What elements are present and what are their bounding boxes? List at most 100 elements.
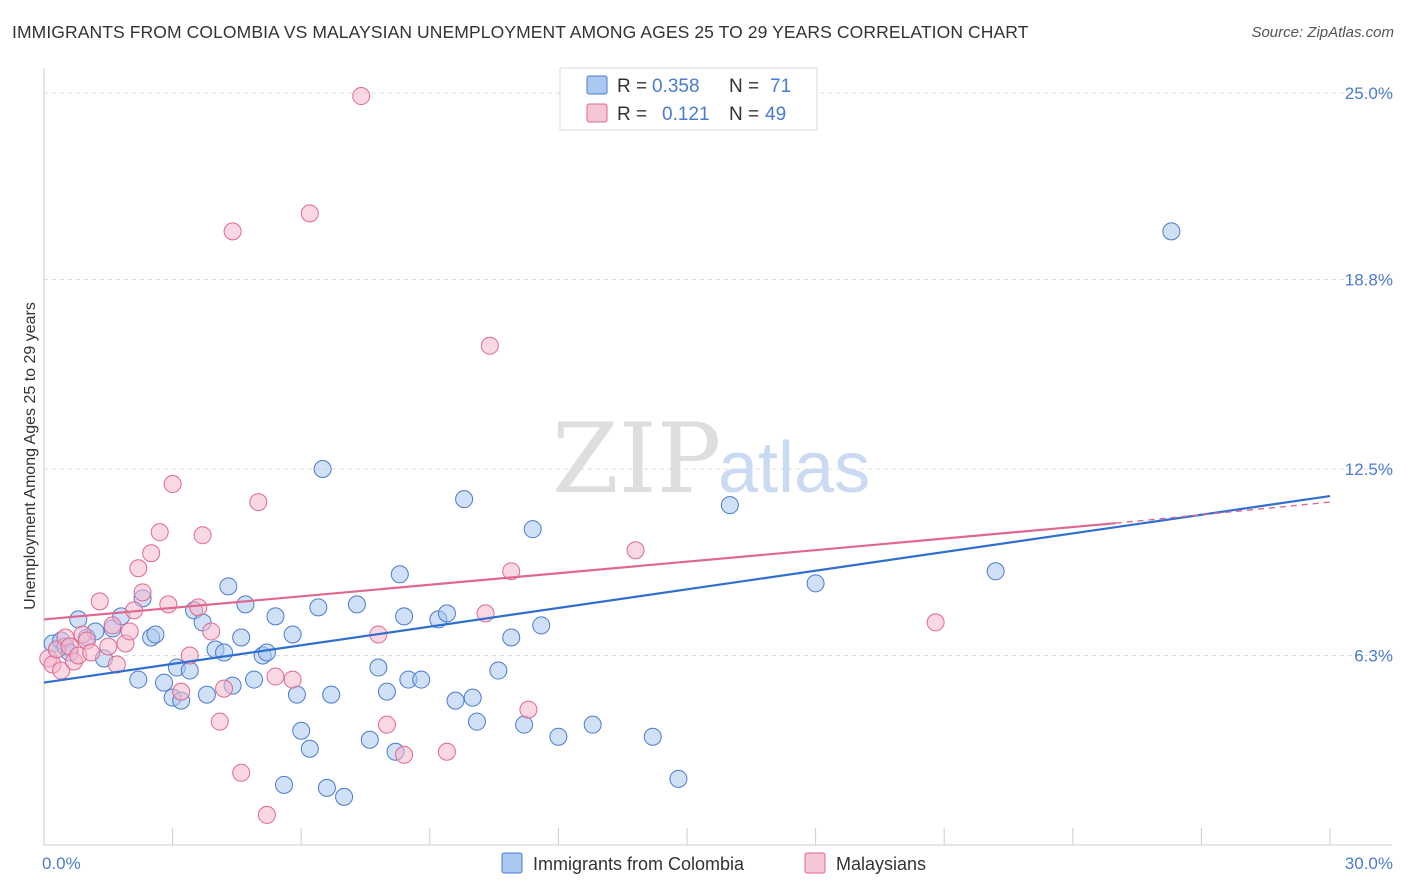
legend-r-label-1: R = — [617, 76, 647, 97]
colombia-point — [489, 661, 508, 680]
malaysians-point — [172, 682, 191, 701]
colombia-point — [236, 595, 255, 614]
colombia-point — [377, 682, 396, 701]
colombia-point — [292, 721, 311, 740]
colombia-point — [549, 727, 568, 746]
malaysians-point — [210, 712, 229, 731]
y-tick-label: 18.8% — [1345, 271, 1393, 290]
y-tick-label: 12.5% — [1345, 460, 1393, 479]
malaysians-point — [202, 622, 221, 641]
colombia-point — [180, 661, 199, 680]
legend-r-label-2: R = — [617, 104, 647, 125]
malaysians-point — [82, 643, 101, 662]
colombia-point — [467, 712, 486, 731]
colombia-point — [1162, 222, 1181, 241]
malaysians-point — [352, 87, 371, 106]
colombia-point — [437, 604, 456, 623]
colombia-point — [309, 598, 328, 617]
colombia-point — [502, 628, 521, 647]
colombia-point — [583, 715, 602, 734]
malaysians-point — [215, 679, 234, 698]
colombia-point — [455, 490, 474, 509]
watermark: ZIP atlas — [552, 403, 870, 515]
colombia-point — [360, 730, 379, 749]
colombia-point — [395, 607, 414, 626]
colombia-point — [300, 739, 319, 758]
malaysians-point — [142, 544, 161, 563]
malaysians-point — [266, 667, 285, 686]
malaysians-point — [926, 613, 945, 632]
bottom-legend-label-colombia: Immigrants from Colombia — [533, 854, 745, 874]
malaysians-point — [99, 637, 118, 656]
colombia-point — [245, 670, 264, 689]
colombia-point — [283, 625, 302, 644]
legend-r-value-2: 0.121 — [662, 104, 710, 125]
colombia-point — [532, 616, 551, 635]
trend-line-colombia — [43, 495, 1331, 684]
malaysians-point — [120, 622, 139, 641]
y-axis-title: Unemployment Among Ages 25 to 29 years — [22, 302, 39, 610]
colombia-point — [266, 607, 285, 626]
malaysians-point — [519, 700, 538, 719]
malaysians-point — [193, 526, 212, 545]
malaysians-point — [377, 715, 396, 734]
colombia-point — [986, 562, 1005, 581]
malaysians-point — [502, 562, 521, 581]
colombia-point — [446, 691, 465, 710]
legend-box: R = 0.358 N = 71 R = 0.121 N = 49 — [559, 67, 818, 131]
colombia-point — [720, 496, 739, 515]
colombia-point — [523, 520, 542, 539]
colombia-point — [69, 610, 88, 629]
malaysians-point — [249, 493, 268, 512]
x-tick-label-min: 0.0% — [42, 854, 81, 873]
legend-swatch-pink — [586, 103, 608, 123]
colombia-point — [219, 577, 238, 596]
malaysians-point — [103, 616, 122, 635]
bottom-legend: Immigrants from Colombia Malaysians — [501, 852, 926, 874]
malaysians-point — [283, 670, 302, 689]
trend-line-malaysians-extrapolated — [1115, 501, 1331, 524]
legend-n-value-1: 71 — [770, 76, 791, 97]
legend-n-value-2: 49 — [765, 104, 786, 125]
legend-n-label-1: N = — [729, 76, 759, 97]
malaysians-point — [189, 598, 208, 617]
colombia-point — [806, 574, 825, 593]
colombia-point — [313, 460, 332, 479]
axes — [43, 68, 1392, 846]
x-tick-label-max: 30.0% — [1345, 854, 1393, 873]
colombia-point — [515, 715, 534, 734]
colombia-point — [197, 685, 216, 704]
colombia-point — [275, 775, 294, 794]
malaysians-point — [90, 592, 109, 611]
watermark-atlas: atlas — [718, 428, 870, 508]
malaysians-point — [480, 336, 499, 355]
malaysians-point — [163, 475, 182, 494]
x-ticks — [43, 828, 1331, 845]
colombia-point — [412, 670, 431, 689]
series-malaysians-points — [39, 87, 945, 824]
colombia-point — [463, 688, 482, 707]
trend-lines — [43, 495, 1331, 684]
colombia-point — [215, 643, 234, 662]
y-tick-labels: 6.3% 12.5% 18.8% 25.0% — [1345, 84, 1393, 665]
malaysians-point — [223, 222, 242, 241]
colombia-point — [322, 685, 341, 704]
malaysians-point — [395, 745, 414, 764]
colombia-point — [129, 670, 148, 689]
y-tick-label: 6.3% — [1354, 647, 1393, 666]
colombia-point — [232, 628, 251, 647]
malaysians-point — [626, 541, 645, 560]
bottom-legend-swatch-blue — [501, 852, 523, 874]
malaysians-point — [300, 204, 319, 223]
colombia-point — [155, 673, 174, 692]
malaysians-point — [129, 559, 148, 578]
bottom-legend-label-malaysians: Malaysians — [836, 854, 926, 874]
colombia-point — [257, 643, 276, 662]
y-tick-label: 25.0% — [1345, 84, 1393, 103]
legend-n-label-2: N = — [729, 104, 759, 125]
source-credit: Source: ZipAtlas.com — [1251, 24, 1394, 41]
colombia-point — [317, 778, 336, 797]
colombia-point — [669, 769, 688, 788]
colombia-point — [369, 658, 388, 677]
